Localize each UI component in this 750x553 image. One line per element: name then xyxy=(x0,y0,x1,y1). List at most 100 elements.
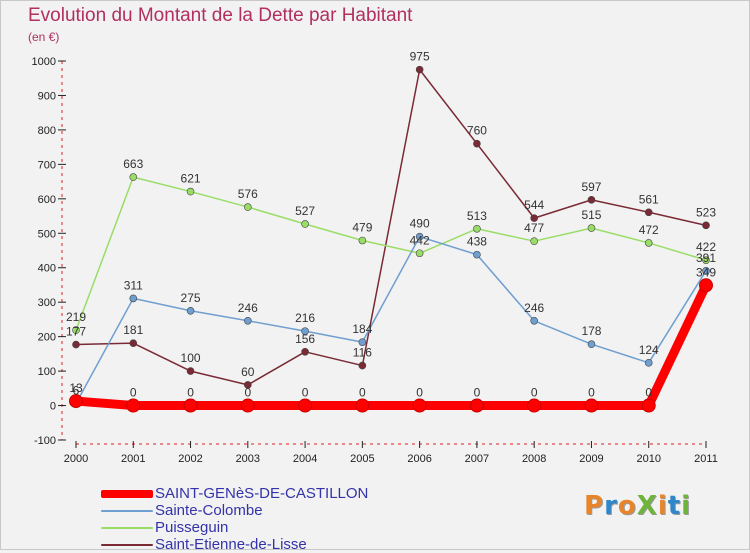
data-point xyxy=(699,278,713,293)
data-label: 544 xyxy=(524,198,544,212)
data-label: 422 xyxy=(696,240,716,254)
data-label: 0 xyxy=(302,386,309,400)
data-label: 442 xyxy=(410,233,430,247)
data-point xyxy=(69,394,83,409)
x-tick-label: 2000 xyxy=(64,453,88,465)
data-label: 975 xyxy=(410,50,430,64)
data-label: 177 xyxy=(66,325,86,339)
data-point xyxy=(244,316,252,325)
legend-label: Sainte-Colombe xyxy=(155,502,263,519)
series-line xyxy=(75,176,707,331)
data-label: 513 xyxy=(467,209,487,223)
data-label: 216 xyxy=(295,311,315,325)
x-tick-label: 2010 xyxy=(636,453,660,465)
legend-label: SAINT-GENèS-DE-CASTILLON xyxy=(155,485,369,502)
legend-label: Saint-Etienne-de-Lisse xyxy=(155,536,307,553)
data-point xyxy=(126,398,141,413)
logo-letter: i xyxy=(657,491,668,521)
data-point xyxy=(129,294,138,303)
data-label: 523 xyxy=(696,205,716,219)
data-point xyxy=(72,340,80,349)
legend-item: Sainte-Colombe xyxy=(101,502,368,519)
legend-item: Puisseguin xyxy=(101,519,368,536)
data-point xyxy=(415,232,424,241)
y-tick-label: 400 xyxy=(38,263,56,275)
data-point xyxy=(587,224,596,232)
legend-item: Saint-Etienne-de-Lisse xyxy=(101,536,368,553)
data-point xyxy=(587,196,596,204)
data-label: 477 xyxy=(524,221,544,235)
data-label: 246 xyxy=(524,301,544,315)
data-label: 124 xyxy=(639,343,659,357)
y-tick-label: 800 xyxy=(38,125,56,137)
series-line xyxy=(75,68,707,386)
y-tick-label: -100 xyxy=(34,435,56,447)
data-point xyxy=(702,221,710,230)
data-label: 0 xyxy=(130,386,137,400)
data-point xyxy=(186,306,195,315)
data-point xyxy=(298,398,313,413)
data-point xyxy=(587,340,596,349)
data-point xyxy=(702,256,710,264)
data-point xyxy=(358,338,367,346)
data-label: 621 xyxy=(181,172,201,186)
data-point xyxy=(358,236,367,245)
data-label: 0 xyxy=(187,386,194,400)
y-tick-label: 900 xyxy=(38,90,56,102)
logo-letter: r xyxy=(604,491,618,521)
data-label: 490 xyxy=(410,217,430,231)
data-point xyxy=(240,398,255,413)
y-tick-label: 0 xyxy=(50,401,56,413)
data-point xyxy=(530,316,538,325)
data-label: 0 xyxy=(359,386,366,400)
series-line xyxy=(71,280,711,411)
data-label: 0 xyxy=(588,386,595,400)
y-tick-label: 500 xyxy=(38,228,56,240)
y-tick-label: 1000 xyxy=(32,56,56,68)
x-tick-label: 2011 xyxy=(694,453,718,465)
x-tick-label: 2005 xyxy=(350,453,374,465)
data-point xyxy=(530,214,538,222)
data-point xyxy=(415,249,424,258)
data-label: 438 xyxy=(467,235,487,249)
data-label: 597 xyxy=(581,180,601,194)
y-tick-label: 100 xyxy=(38,366,56,378)
data-point xyxy=(72,326,80,334)
data-label: 13 xyxy=(69,381,83,395)
data-label: 472 xyxy=(639,223,659,237)
y-tick-label: 200 xyxy=(38,332,56,344)
legend-label: Puisseguin xyxy=(155,519,229,536)
data-point xyxy=(473,139,481,148)
data-label: 349 xyxy=(696,265,716,279)
legend-item: SAINT-GENèS-DE-CASTILLON xyxy=(101,485,368,502)
data-point xyxy=(244,381,252,389)
data-label: 0 xyxy=(645,386,652,400)
logo-letter: P xyxy=(584,491,605,521)
data-point xyxy=(358,361,367,370)
series-line xyxy=(75,235,707,405)
logo-letter: o xyxy=(617,491,637,521)
data-point xyxy=(641,398,656,413)
logo-letter: X xyxy=(636,491,658,521)
x-tick-label: 2003 xyxy=(236,453,260,465)
x-tick-label: 2007 xyxy=(465,453,489,465)
data-point xyxy=(186,187,195,196)
data-point xyxy=(186,367,195,375)
data-point xyxy=(473,224,481,233)
data-label: 0 xyxy=(474,386,481,400)
data-label: 275 xyxy=(181,291,201,305)
data-point xyxy=(355,398,370,413)
x-tick-label: 2002 xyxy=(178,453,202,465)
data-label: 246 xyxy=(238,301,258,315)
x-tick-label: 2001 xyxy=(121,453,145,465)
data-point xyxy=(644,208,653,217)
data-label: 60 xyxy=(241,365,255,379)
data-label: 515 xyxy=(581,208,601,222)
data-label: 0 xyxy=(244,386,251,400)
data-point xyxy=(644,359,653,367)
x-tick-label: 2004 xyxy=(293,453,317,465)
legend-swatch xyxy=(101,509,153,512)
data-label: 181 xyxy=(123,323,143,337)
data-point xyxy=(183,398,198,413)
